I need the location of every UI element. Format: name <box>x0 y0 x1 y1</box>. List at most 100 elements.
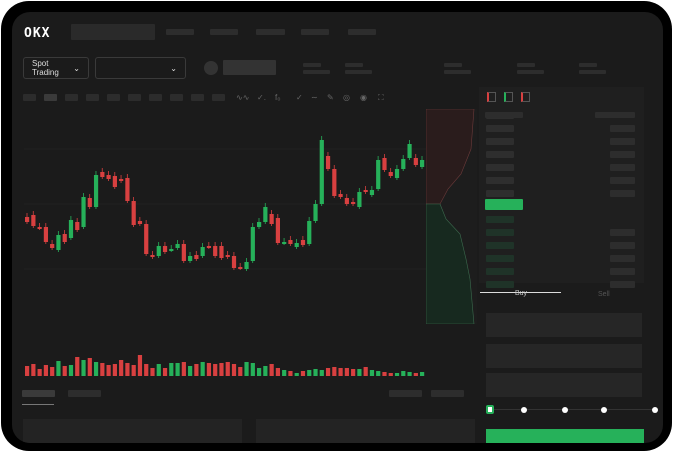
candle <box>307 221 312 244</box>
search-bar[interactable] <box>71 24 155 40</box>
stat-value <box>579 70 606 74</box>
order-price[interactable] <box>486 229 514 236</box>
candle <box>300 240 306 245</box>
candle <box>25 217 30 222</box>
slider-step[interactable] <box>601 407 607 413</box>
order-price[interactable] <box>486 125 514 132</box>
order-price[interactable] <box>486 281 514 288</box>
nav-item[interactable] <box>210 29 238 35</box>
timeframe-option[interactable] <box>149 94 162 101</box>
fx-icon[interactable]: f₀ <box>275 93 281 102</box>
order-amount[interactable] <box>610 177 635 184</box>
sell-tab[interactable]: Sell <box>598 291 610 298</box>
order-amount[interactable] <box>610 268 635 275</box>
order-price[interactable] <box>486 164 514 171</box>
volume-bar <box>307 370 312 376</box>
check-icon[interactable]: ✓ <box>296 93 303 102</box>
order-price[interactable] <box>486 216 514 223</box>
order-amount[interactable] <box>610 164 635 171</box>
order-price[interactable] <box>486 268 514 275</box>
nav-item[interactable] <box>301 29 329 35</box>
buy-tab[interactable]: Buy <box>515 290 528 297</box>
order-price[interactable] <box>486 177 514 184</box>
okx-logo: OKX <box>24 26 51 41</box>
bottom-action[interactable] <box>431 390 464 397</box>
timeframe-option[interactable] <box>86 94 99 101</box>
stat-label <box>579 63 597 67</box>
stat-value <box>517 70 544 74</box>
timeframe-option[interactable] <box>212 94 225 101</box>
header-left <box>485 112 523 118</box>
slider-step[interactable] <box>521 407 527 413</box>
order-amount[interactable] <box>610 151 635 158</box>
volume-bar <box>357 369 362 376</box>
order-amount[interactable] <box>610 190 635 197</box>
orderbook-buy-icon[interactable] <box>504 92 513 102</box>
nav-item[interactable] <box>348 29 376 35</box>
order-amount[interactable] <box>610 255 635 262</box>
depth-chart <box>425 108 477 325</box>
slider-step[interactable] <box>652 407 658 413</box>
volume-bar <box>213 364 218 376</box>
volume-bar <box>288 371 293 376</box>
candle <box>282 242 287 244</box>
timeframe-option[interactable] <box>44 94 57 101</box>
nav-item[interactable] <box>166 29 194 35</box>
volume-bar <box>294 373 299 376</box>
timeframe-option[interactable] <box>128 94 141 101</box>
slider-step[interactable] <box>562 407 568 413</box>
bottom-tab-active[interactable] <box>22 390 55 397</box>
candle <box>357 192 362 207</box>
candle <box>332 169 337 196</box>
timeframe-option[interactable] <box>191 94 204 101</box>
order-price[interactable] <box>486 242 514 249</box>
order-price[interactable] <box>486 255 514 262</box>
market-type-select[interactable]: Spot Trading ⌄ <box>23 57 89 79</box>
candle <box>81 197 86 227</box>
candle <box>238 267 243 269</box>
orderbook-sell-icon[interactable] <box>521 92 530 102</box>
total-input[interactable] <box>486 373 642 397</box>
nav-item[interactable] <box>256 29 285 35</box>
order-amount[interactable] <box>610 281 635 288</box>
candle <box>131 201 136 225</box>
amount-input[interactable] <box>486 344 642 368</box>
candle <box>43 227 49 242</box>
fullscreen-icon[interactable]: ⛶ <box>378 93 384 102</box>
stat-value <box>345 70 372 74</box>
order-price[interactable] <box>486 190 514 197</box>
timeframe-option[interactable] <box>23 94 36 101</box>
pencil-icon[interactable]: ✎ <box>327 93 334 102</box>
volume-bar <box>50 367 55 376</box>
order-amount[interactable] <box>610 138 635 145</box>
settings-icon[interactable]: ◉ <box>360 93 367 102</box>
candle <box>263 207 268 222</box>
slider-handle[interactable] <box>486 405 494 414</box>
order-book <box>479 87 644 283</box>
buy-button[interactable] <box>486 429 644 443</box>
stat-value <box>444 70 471 74</box>
line-icon[interactable]: ∼ <box>311 93 318 102</box>
bottom-action[interactable] <box>389 390 422 397</box>
indicator-icon[interactable]: ∿∿ <box>236 93 250 102</box>
candle <box>169 249 174 251</box>
bottom-tab[interactable] <box>68 390 101 397</box>
order-amount[interactable] <box>610 242 635 249</box>
timeframe-option[interactable] <box>107 94 120 101</box>
chart-type-icon[interactable]: ✓. <box>257 93 266 102</box>
timeframe-option[interactable] <box>170 94 183 101</box>
order-price[interactable] <box>486 138 514 145</box>
leverage-slider-track[interactable] <box>490 409 658 410</box>
timeframe-option[interactable] <box>65 94 78 101</box>
candle <box>75 222 80 230</box>
order-amount[interactable] <box>610 125 635 132</box>
pair-select[interactable]: ⌄ <box>95 57 186 79</box>
order-price[interactable] <box>486 151 514 158</box>
pair-price <box>223 60 276 75</box>
price-input[interactable] <box>486 313 642 337</box>
order-amount[interactable] <box>610 229 635 236</box>
candlestick-chart[interactable] <box>12 109 482 379</box>
orderbook-both-icon[interactable] <box>487 92 496 102</box>
camera-icon[interactable]: ◎ <box>343 93 350 102</box>
